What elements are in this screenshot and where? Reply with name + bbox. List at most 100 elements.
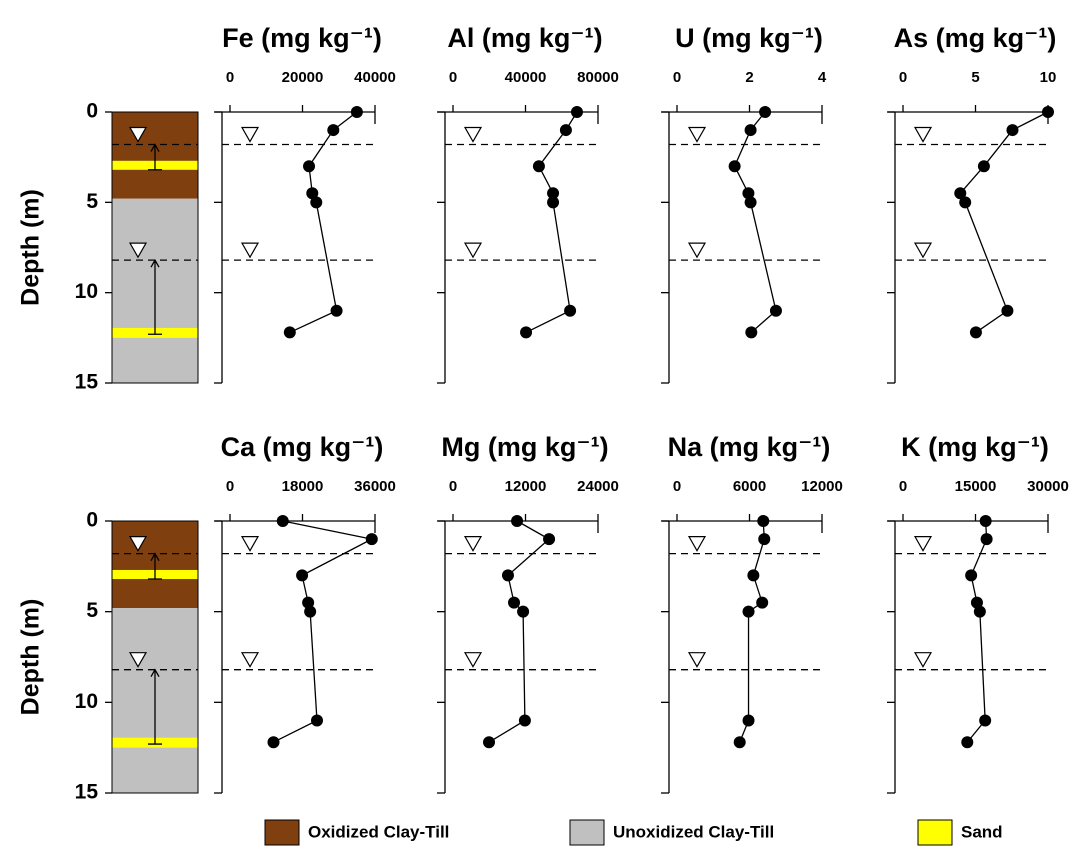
data-point xyxy=(520,326,532,338)
depth-tick-label: 5 xyxy=(86,190,98,213)
data-point xyxy=(511,515,523,527)
x-tick-label: 2 xyxy=(745,69,753,86)
x-tick-label: 0 xyxy=(226,69,234,86)
data-point xyxy=(483,736,495,748)
x-tick-label: 4 xyxy=(818,69,827,86)
x-tick-label: 12000 xyxy=(505,478,547,495)
data-point xyxy=(351,106,363,118)
data-point xyxy=(980,515,992,527)
x-tick-label: 80000 xyxy=(577,69,619,86)
panel-title: Mg (mg kg⁻¹) xyxy=(441,432,608,462)
x-tick-label: 0 xyxy=(899,69,907,86)
x-tick-label: 0 xyxy=(899,478,907,495)
data-point xyxy=(759,106,771,118)
data-point xyxy=(970,326,982,338)
data-point xyxy=(543,533,555,545)
x-tick-label: 0 xyxy=(449,69,457,86)
x-tick-label: 36000 xyxy=(354,478,396,495)
data-point xyxy=(745,196,757,208)
x-tick-label: 10 xyxy=(1040,69,1057,86)
legend-label: Sand xyxy=(961,822,1003,841)
data-point xyxy=(331,305,343,317)
panel-title: Na (mg kg⁻¹) xyxy=(668,432,831,462)
depth-tick-label: 5 xyxy=(86,599,98,622)
data-point xyxy=(961,736,973,748)
water-table-symbol xyxy=(242,128,258,142)
water-table-symbol xyxy=(242,653,258,667)
data-point xyxy=(758,533,770,545)
panel-title: K (mg kg⁻¹) xyxy=(901,432,1049,462)
water-table-symbol xyxy=(465,128,481,142)
water-table-symbol xyxy=(689,128,705,142)
water-table-symbol xyxy=(242,537,258,551)
legend-swatch xyxy=(918,820,952,845)
data-point xyxy=(959,196,971,208)
data-point xyxy=(729,160,741,172)
data-point xyxy=(747,569,759,581)
data-point xyxy=(571,106,583,118)
water-table-symbol xyxy=(689,243,705,257)
x-tick-label: 0 xyxy=(226,478,234,495)
data-point xyxy=(974,606,986,618)
data-point xyxy=(284,326,296,338)
data-point xyxy=(965,569,977,581)
data-point xyxy=(311,714,323,726)
depth-tick-label: 0 xyxy=(86,509,98,532)
legend-label: Unoxidized Clay-Till xyxy=(613,822,774,841)
data-point xyxy=(560,124,572,136)
water-table-symbol xyxy=(915,653,931,667)
water-table-symbol xyxy=(242,243,258,257)
data-point xyxy=(734,736,746,748)
x-tick-label: 5 xyxy=(971,69,979,86)
x-tick-label: 40000 xyxy=(505,69,547,86)
data-point xyxy=(366,533,378,545)
water-table-symbol xyxy=(465,243,481,257)
data-point xyxy=(756,597,768,609)
data-point xyxy=(310,196,322,208)
data-point xyxy=(327,124,339,136)
legend-label: Oxidized Clay-Till xyxy=(308,822,449,841)
panel-title: As (mg kg⁻¹) xyxy=(894,23,1057,53)
panel-title: Ca (mg kg⁻¹) xyxy=(221,432,384,462)
data-point xyxy=(303,160,315,172)
data-point xyxy=(519,714,531,726)
water-table-symbol xyxy=(689,537,705,551)
data-point xyxy=(304,606,316,618)
panel-title: Al (mg kg⁻¹) xyxy=(447,23,602,53)
water-table-symbol xyxy=(915,537,931,551)
data-point xyxy=(533,160,545,172)
data-point xyxy=(508,597,520,609)
data-point xyxy=(743,606,755,618)
depth-axis-label: Depth (m) xyxy=(17,599,45,716)
water-table-symbol xyxy=(915,128,931,142)
depth-tick-label: 15 xyxy=(75,781,99,804)
x-tick-label: 20000 xyxy=(282,69,324,86)
data-point xyxy=(743,714,755,726)
x-tick-label: 24000 xyxy=(577,478,619,495)
data-point xyxy=(517,606,529,618)
data-point xyxy=(770,305,782,317)
data-point xyxy=(1001,305,1013,317)
panel-title: Fe (mg kg⁻¹) xyxy=(222,23,382,53)
legend-swatch xyxy=(265,820,299,845)
water-table-symbol xyxy=(689,653,705,667)
data-point xyxy=(502,569,514,581)
data-point xyxy=(1006,124,1018,136)
x-tick-label: 0 xyxy=(673,69,681,86)
data-point xyxy=(745,124,757,136)
x-tick-label: 0 xyxy=(673,478,681,495)
data-point xyxy=(277,515,289,527)
data-point xyxy=(1042,106,1054,118)
x-tick-label: 18000 xyxy=(282,478,324,495)
data-point xyxy=(979,714,991,726)
depth-tick-label: 10 xyxy=(75,280,98,303)
depth-tick-label: 15 xyxy=(75,371,99,394)
x-tick-label: 12000 xyxy=(801,478,843,495)
depth-tick-label: 0 xyxy=(86,100,98,123)
figure: 051015Depth (m)051015Depth (m)Fe (mg kg⁻… xyxy=(0,0,1084,847)
panel-title: U (mg kg⁻¹) xyxy=(675,23,823,53)
x-tick-label: 0 xyxy=(449,478,457,495)
data-point xyxy=(296,569,308,581)
water-table-symbol xyxy=(465,653,481,667)
depth-tick-label: 10 xyxy=(75,690,98,713)
